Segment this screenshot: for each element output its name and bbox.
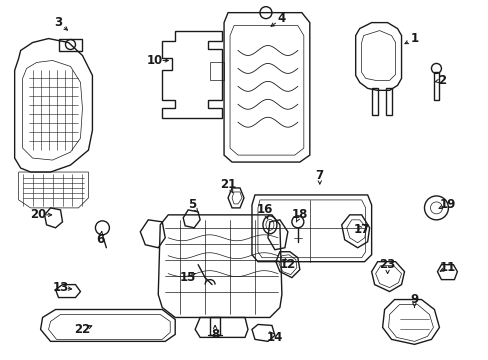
Text: 3: 3 <box>54 16 62 29</box>
Text: 19: 19 <box>438 198 455 211</box>
Text: 7: 7 <box>315 168 323 181</box>
Text: 22: 22 <box>74 323 90 336</box>
Text: 13: 13 <box>52 281 68 294</box>
Text: 6: 6 <box>96 233 104 246</box>
Text: 16: 16 <box>256 203 273 216</box>
Text: 8: 8 <box>210 328 219 341</box>
Text: 20: 20 <box>30 208 47 221</box>
Text: 15: 15 <box>180 271 196 284</box>
Text: 12: 12 <box>279 258 295 271</box>
Text: 2: 2 <box>437 74 446 87</box>
Text: 23: 23 <box>379 258 395 271</box>
Text: 9: 9 <box>409 293 418 306</box>
Text: 18: 18 <box>291 208 307 221</box>
Text: 1: 1 <box>409 32 418 45</box>
Text: 17: 17 <box>353 223 369 236</box>
Text: 5: 5 <box>188 198 196 211</box>
Text: 11: 11 <box>438 261 455 274</box>
Text: 10: 10 <box>147 54 163 67</box>
Text: 14: 14 <box>266 331 283 344</box>
Text: 21: 21 <box>220 179 236 192</box>
Text: 4: 4 <box>277 12 285 25</box>
